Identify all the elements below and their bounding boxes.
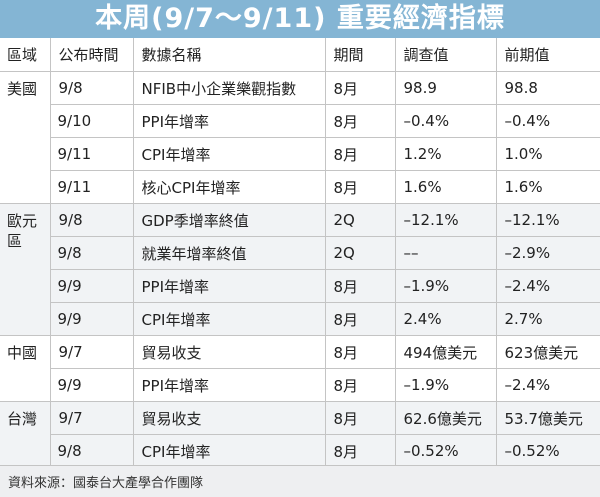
survey-cell: 98.9 <box>394 71 497 105</box>
previous-cell: 2.7% <box>495 302 600 336</box>
period-cell: 8月 <box>324 104 396 138</box>
survey-cell: 1.2% <box>394 137 497 171</box>
page-title: 本周(9/7～9/11) 重要經濟指標 <box>95 3 505 34</box>
date-cell: 9/7 <box>49 401 134 435</box>
region-cell-eurozone: 歐元區 <box>0 203 51 336</box>
table-row: 9/11 CPI年增率 8月 1.2% 1.0% <box>0 137 600 171</box>
previous-cell: –2.9% <box>495 236 600 270</box>
source-note: 資料來源：國泰台大產學合作團隊 <box>8 476 204 491</box>
date-cell: 9/10 <box>50 104 134 138</box>
survey-cell: –0.4% <box>394 104 497 138</box>
previous-cell: 1.0% <box>495 137 600 171</box>
previous-cell: –12.1% <box>495 203 600 237</box>
region-cell-taiwan: 台灣 <box>0 401 51 468</box>
col-header-previous: 前期值 <box>495 38 600 72</box>
survey-cell: 494億美元 <box>394 335 497 369</box>
indicator-table: 區域 公布時間 數據名稱 期間 調查值 前期值 美國 9/8 NFIB中小企業樂… <box>0 38 600 468</box>
table-row: 9/8 CPI年增率 8月 –0.52% –0.52% <box>0 434 600 468</box>
period-cell: 8月 <box>324 335 396 369</box>
period-cell: 8月 <box>324 302 396 336</box>
period-cell: 8月 <box>324 401 396 435</box>
region-cell-china: 中國 <box>0 335 51 402</box>
survey-cell: –0.52% <box>394 434 497 468</box>
col-header-region: 區域 <box>0 38 51 72</box>
survey-cell: –– <box>394 236 497 270</box>
table-row: 9/9 CPI年增率 8月 2.4% 2.7% <box>0 302 600 336</box>
name-cell: CPI年增率 <box>132 137 326 171</box>
period-cell: 8月 <box>324 137 396 171</box>
survey-cell: 2.4% <box>394 302 497 336</box>
period-cell: 8月 <box>324 269 396 303</box>
table-row: 9/9 PPI年增率 8月 –1.9% –2.4% <box>0 269 600 303</box>
name-cell: 就業年增率終值 <box>132 236 326 270</box>
survey-cell: –12.1% <box>394 203 497 237</box>
period-cell: 8月 <box>324 434 396 468</box>
date-cell: 9/11 <box>50 170 134 204</box>
previous-cell: 53.7億美元 <box>495 401 600 435</box>
date-cell: 9/9 <box>50 302 134 336</box>
previous-cell: –2.4% <box>495 368 600 402</box>
date-cell: 9/7 <box>49 335 134 369</box>
survey-cell: –1.9% <box>394 269 497 303</box>
previous-cell: 623億美元 <box>495 335 600 369</box>
name-cell: 貿易收支 <box>132 401 326 435</box>
date-cell: 9/8 <box>49 71 134 105</box>
period-cell: 8月 <box>324 170 396 204</box>
previous-cell: –0.52% <box>495 434 600 468</box>
date-cell: 9/11 <box>50 137 134 171</box>
previous-cell: –0.4% <box>495 104 600 138</box>
table-row: 中國 9/7 貿易收支 8月 494億美元 623億美元 <box>0 335 600 402</box>
name-cell: GDP季增率終值 <box>132 203 326 237</box>
name-cell: PPI年增率 <box>132 269 326 303</box>
period-cell: 8月 <box>324 368 396 402</box>
date-cell: 9/8 <box>50 236 134 270</box>
name-cell: 核心CPI年增率 <box>132 170 326 204</box>
previous-cell: 1.6% <box>495 170 600 204</box>
date-cell: 9/8 <box>49 203 134 237</box>
date-cell: 9/9 <box>50 269 134 303</box>
table-row: 9/11 核心CPI年增率 8月 1.6% 1.6% <box>0 170 600 204</box>
footer: 資料來源：國泰台大產學合作團隊 <box>0 465 600 497</box>
date-cell: 9/9 <box>50 368 134 402</box>
table-row: 美國 9/8 NFIB中小企業樂觀指數 8月 98.9 98.8 <box>0 71 600 204</box>
previous-cell: 98.8 <box>495 71 600 105</box>
name-cell: CPI年增率 <box>132 302 326 336</box>
name-cell: 貿易收支 <box>132 335 326 369</box>
table-row: 歐元區 9/8 GDP季增率終值 2Q –12.1% –12.1% <box>0 203 600 336</box>
table-row: 9/8 就業年增率終值 2Q –– –2.9% <box>0 236 600 270</box>
name-cell: NFIB中小企業樂觀指數 <box>132 71 326 105</box>
header-row: 區域 公布時間 數據名稱 期間 調查值 前期值 <box>0 38 600 72</box>
name-cell: PPI年增率 <box>132 368 326 402</box>
date-cell: 9/8 <box>50 434 134 468</box>
table-row: 9/10 PPI年增率 8月 –0.4% –0.4% <box>0 104 600 138</box>
col-header-name: 數據名稱 <box>132 38 326 72</box>
name-cell: CPI年增率 <box>132 434 326 468</box>
survey-cell: –1.9% <box>394 368 497 402</box>
period-cell: 8月 <box>324 71 396 105</box>
title-band: 本周(9/7～9/11) 重要經濟指標 <box>0 0 600 38</box>
col-header-period: 期間 <box>324 38 396 72</box>
survey-cell: 62.6億美元 <box>394 401 497 435</box>
period-cell: 2Q <box>324 236 396 270</box>
table-row: 9/9 PPI年增率 8月 –1.9% –2.4% <box>0 368 600 402</box>
survey-cell: 1.6% <box>394 170 497 204</box>
region-cell-us: 美國 <box>0 71 51 204</box>
col-header-survey: 調查值 <box>394 38 497 72</box>
name-cell: PPI年增率 <box>132 104 326 138</box>
col-header-date: 公布時間 <box>49 38 134 72</box>
previous-cell: –2.4% <box>495 269 600 303</box>
table-row: 台灣 9/7 貿易收支 8月 62.6億美元 53.7億美元 <box>0 401 600 468</box>
period-cell: 2Q <box>324 203 396 237</box>
